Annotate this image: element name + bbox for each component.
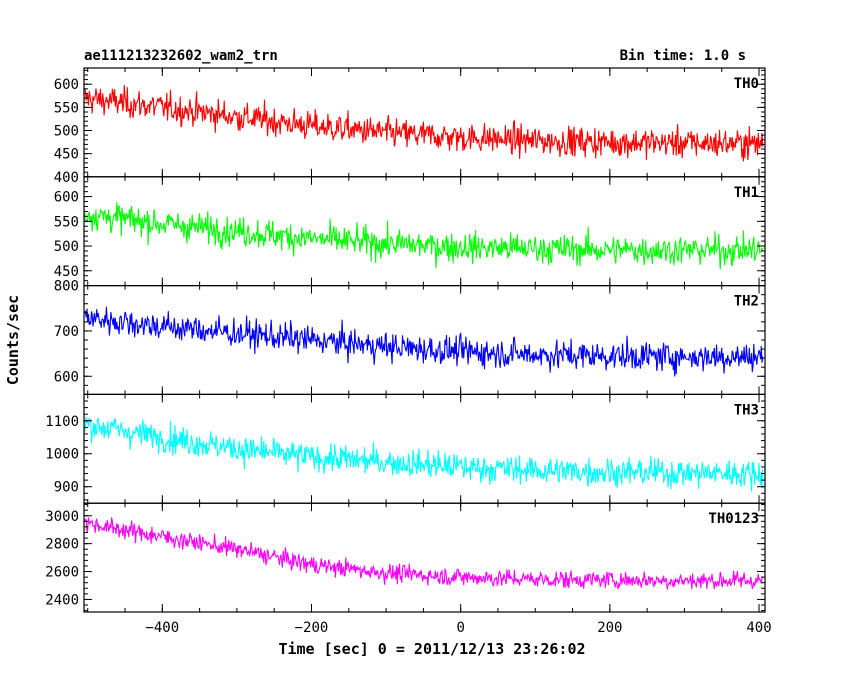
- y-tick-label: 500: [54, 124, 79, 140]
- panel-th2: 600 700 800 TH2: [54, 279, 766, 396]
- y-tick-label: 2400: [45, 592, 79, 608]
- bin-time-label: Bin time: 1.0 s: [620, 48, 746, 64]
- y-tick-label: 1100: [45, 414, 79, 430]
- y-tick-label: 900: [54, 480, 79, 496]
- panel-label-th0123: TH0123: [708, 511, 759, 527]
- panels-group: 400 450 500 550 600 TH0 450 500 550 600 TH1 600 700 8…: [45, 67, 772, 636]
- y-tick-label: 3000: [45, 509, 79, 525]
- y-tick-label: 2600: [45, 565, 79, 581]
- panel-label-th2: TH2: [734, 294, 759, 310]
- y-tick-label: 550: [54, 100, 79, 116]
- y-tick-label: 450: [54, 147, 79, 163]
- panel-th0123: 2400 2600 2800 3000 TH0123: [45, 502, 766, 613]
- x-tick-label: −400: [145, 620, 179, 636]
- series-th3: [84, 417, 764, 492]
- x-tick-label: 0: [456, 620, 464, 636]
- y-tick-label: 450: [54, 264, 79, 280]
- panel-th3: 900 1000 1100 TH3: [45, 393, 766, 504]
- y-tick-label: 1000: [45, 447, 79, 463]
- panel-label-th0: TH0: [734, 76, 759, 92]
- y-tick-label: 600: [54, 369, 79, 385]
- x-tick-label: 400: [746, 620, 771, 636]
- y-tick-label: 800: [54, 279, 79, 295]
- x-tick-label: −200: [295, 620, 329, 636]
- y-tick-label: 2800: [45, 537, 79, 553]
- y-axis-title: Counts/sec: [4, 295, 22, 385]
- panel-th1: 450 500 550 600 TH1: [54, 176, 766, 287]
- observation-id-label: ae111213232602_wam2_trn: [84, 48, 278, 64]
- panel-th0: 400 450 500 550 600 TH0: [54, 67, 766, 186]
- panel-frame: [83, 393, 766, 504]
- y-tick-label: 550: [54, 214, 79, 230]
- panel-frame: [83, 502, 766, 613]
- series-th0123: [84, 517, 764, 590]
- y-tick-label: 400: [54, 170, 79, 186]
- series-th0: [84, 84, 764, 162]
- panel-frame: [83, 67, 766, 178]
- y-tick-label: 700: [54, 324, 79, 340]
- y-tick-label: 600: [54, 190, 79, 206]
- series-th2: [84, 306, 764, 377]
- panel-label-th1: TH1: [734, 185, 759, 201]
- panel-label-th3: TH3: [734, 402, 759, 418]
- y-tick-label: 500: [54, 239, 79, 255]
- x-axis-title: Time [sec] 0 = 2011/12/13 23:26:02: [278, 640, 585, 658]
- x-tick-label: 200: [597, 620, 622, 636]
- y-tick-label: 600: [54, 77, 79, 93]
- series-th1: [84, 202, 764, 270]
